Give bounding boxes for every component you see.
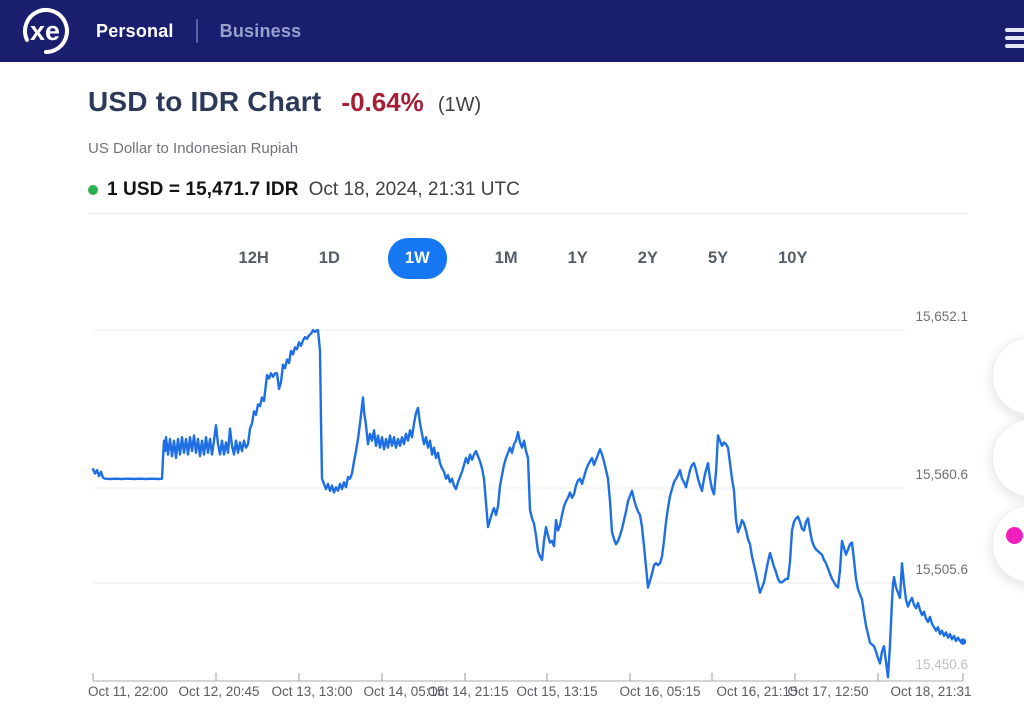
x-axis-label: Oct 11, 22:00 [87, 684, 169, 699]
y-axis-label: 15,450.6 [915, 657, 968, 672]
section-divider [88, 213, 968, 214]
page-title: USD to IDR Chart [88, 86, 322, 117]
nav-personal[interactable]: Personal [96, 20, 174, 41]
range-tab-1w[interactable]: 1W [387, 238, 447, 279]
svg-text:xe: xe [30, 16, 60, 46]
range-tab-1y[interactable]: 1Y [566, 240, 590, 277]
live-indicator-icon [88, 185, 98, 195]
y-axis-label: 15,560.6 [915, 467, 968, 482]
x-axis-label: Oct 15, 13:15 [516, 684, 598, 699]
y-axis-label: 15,652.1 [915, 309, 968, 324]
range-tab-1d[interactable]: 1D [317, 240, 342, 277]
nav-business[interactable]: Business [219, 20, 302, 41]
range-tab-10y[interactable]: 10Y [776, 240, 809, 277]
subtitle: US Dollar to Indonesian Rupiah [88, 140, 299, 157]
x-axis-label: Oct 18, 21:31 [890, 684, 972, 699]
live-rate-row: 1 USD = 15,471.7 IDR Oct 18, 2024, 21:31… [88, 179, 520, 201]
x-axis-label: Oct 14, 05:15 [363, 684, 445, 699]
rate-timestamp: Oct 18, 2024, 21:31 UTC [308, 179, 520, 200]
current-rate: 1 USD = 15,471.7 IDR [107, 179, 299, 200]
nav-divider [195, 19, 198, 43]
last-point-marker [959, 638, 967, 645]
x-axis-label: Oct 13, 13:00 [271, 684, 353, 699]
range-tab-2y[interactable]: 2Y [636, 240, 660, 277]
x-axis-label: Oct 16, 05:15 [619, 684, 701, 699]
change-period: (1W) [437, 94, 482, 116]
x-axis-label: Oct 17, 12:50 [787, 684, 869, 699]
xe-logo-icon: xe [23, 8, 69, 54]
x-axis-label: Oct 16, 21:15 [716, 684, 798, 699]
range-tab-12h[interactable]: 12H [237, 240, 271, 277]
x-axis-label: Oct 12, 20:45 [178, 684, 260, 699]
range-tabs: 12H 1D 1W 1M 1Y 2Y 5Y 10Y [11, 238, 1024, 279]
menu-icon[interactable] [1005, 28, 1024, 52]
top-nav: xe Personal Business [0, 0, 1024, 62]
primary-nav: Personal Business [96, 19, 301, 43]
xe-logo[interactable]: xe [20, 5, 72, 57]
change-percent: -0.64% [341, 87, 424, 117]
title-row: USD to IDR Chart -0.64% (1W) [88, 86, 481, 118]
range-tab-1m[interactable]: 1M [493, 240, 520, 277]
y-axis-label: 15,505.6 [915, 562, 968, 577]
notification-dot [1006, 527, 1023, 544]
range-tab-5y[interactable]: 5Y [706, 240, 730, 277]
x-axis-label: Oct 14, 21:15 [427, 684, 509, 699]
